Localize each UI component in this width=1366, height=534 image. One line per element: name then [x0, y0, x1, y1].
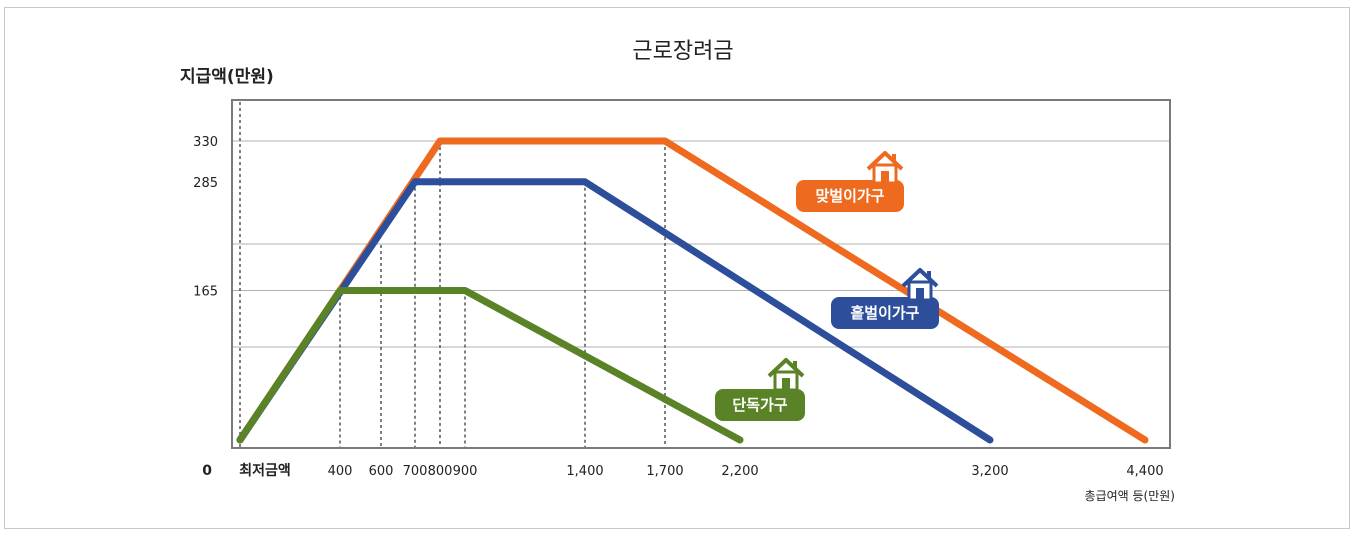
page-title: 근로장려금: [632, 39, 734, 64]
x-tick-label: 1,700: [646, 464, 683, 479]
x-tick-label: 최저금액: [239, 462, 291, 479]
series-label: 단독가구: [732, 396, 787, 414]
y-tick-label: 285: [193, 176, 218, 191]
house-icon-door: [916, 288, 924, 300]
series-label-badge: [715, 389, 805, 421]
house-icon-door: [782, 378, 790, 390]
y-axis-label: 지급액(만원): [180, 67, 274, 87]
x-origin-label: 0: [202, 463, 212, 479]
x-tick-label: 600: [369, 464, 394, 479]
y-tick-label: 165: [193, 285, 218, 300]
series-line: [236, 287, 744, 444]
series-label-badge: [831, 297, 939, 329]
series-label: 홑벌이가구: [850, 304, 919, 322]
x-tick-label: 800: [428, 464, 453, 479]
x-tick-label: 3,200: [971, 464, 1008, 479]
x-axis-label: 총급여액 등(만원): [1085, 489, 1175, 503]
house-icon-chimney: [927, 271, 931, 279]
x-tick-label: 400: [328, 464, 353, 479]
house-icon-chimney: [793, 361, 797, 369]
series-label: 맞벌이가구: [815, 187, 884, 205]
x-tick-label: 900: [453, 464, 478, 479]
x-tick-label: 1,400: [566, 464, 603, 479]
house-icon-door: [881, 171, 889, 183]
house-icon-chimney: [892, 154, 896, 162]
x-tick-label: 4,400: [1126, 464, 1163, 479]
series-label-badge: [796, 180, 904, 212]
plot-area: [231, 99, 1171, 449]
x-tick-label: 2,200: [721, 464, 758, 479]
y-tick-label: 330: [193, 135, 218, 150]
x-tick-label: 700: [403, 464, 428, 479]
